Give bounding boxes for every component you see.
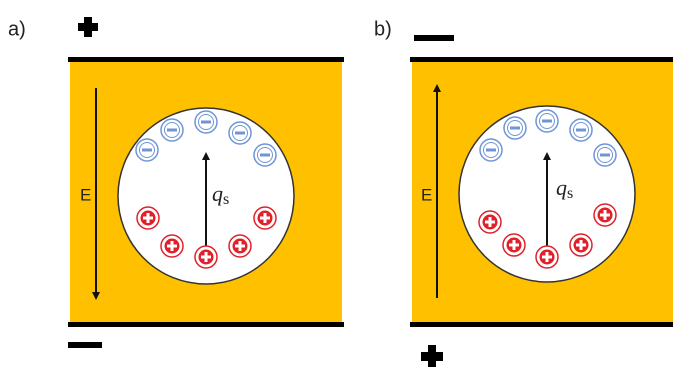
positive-charge — [137, 207, 159, 229]
positive-charge — [254, 207, 276, 229]
plus-sign — [84, 17, 92, 37]
plus — [513, 240, 516, 250]
negative-charge — [254, 144, 276, 166]
field-label: E — [80, 185, 91, 204]
plus — [147, 213, 150, 223]
plate — [410, 322, 673, 327]
minus — [167, 129, 177, 132]
minus — [235, 132, 245, 135]
positive-charge — [594, 204, 616, 226]
plus — [580, 240, 583, 250]
plate — [68, 322, 344, 327]
positive-charge — [570, 234, 592, 256]
minus — [260, 154, 270, 157]
panel-label: a) — [8, 18, 26, 40]
subscript: s — [567, 185, 573, 202]
symbol: q — [556, 175, 567, 200]
negative-charge — [195, 111, 217, 133]
diagram: a) E qs b) E qs — [0, 0, 673, 369]
plus — [546, 252, 549, 262]
minus — [510, 127, 520, 130]
field-label: E — [421, 185, 432, 204]
minus — [576, 129, 586, 132]
minus — [201, 121, 211, 124]
negative-charge — [570, 119, 592, 141]
subscript: s — [223, 191, 229, 208]
negative-charge — [480, 139, 502, 161]
panel-label: b) — [374, 18, 392, 40]
panel-a: a) E qs — [8, 17, 344, 348]
plate — [68, 57, 344, 62]
positive-charge — [229, 235, 251, 257]
minus-sign — [68, 342, 102, 348]
positive-charge — [536, 246, 558, 268]
positive-charge — [503, 234, 525, 256]
negative-charge — [594, 144, 616, 166]
plate — [410, 57, 673, 62]
negative-charge — [136, 139, 158, 161]
plus — [264, 213, 267, 223]
plus — [171, 241, 174, 251]
plus — [239, 241, 242, 251]
minus — [486, 149, 496, 152]
plus — [489, 217, 492, 227]
negative-charge — [229, 122, 251, 144]
plus — [205, 252, 208, 262]
negative-charge — [504, 117, 526, 139]
plus — [604, 210, 607, 220]
plus-sign — [428, 345, 436, 367]
symbol: q — [212, 181, 223, 206]
minus — [142, 149, 152, 152]
minus-sign — [414, 35, 454, 41]
minus — [600, 154, 610, 157]
positive-charge — [161, 235, 183, 257]
positive-charge — [195, 246, 217, 268]
negative-charge — [536, 110, 558, 132]
minus — [542, 120, 552, 123]
negative-charge — [161, 119, 183, 141]
panel-b: b) E qs — [374, 18, 673, 367]
positive-charge — [479, 211, 501, 233]
